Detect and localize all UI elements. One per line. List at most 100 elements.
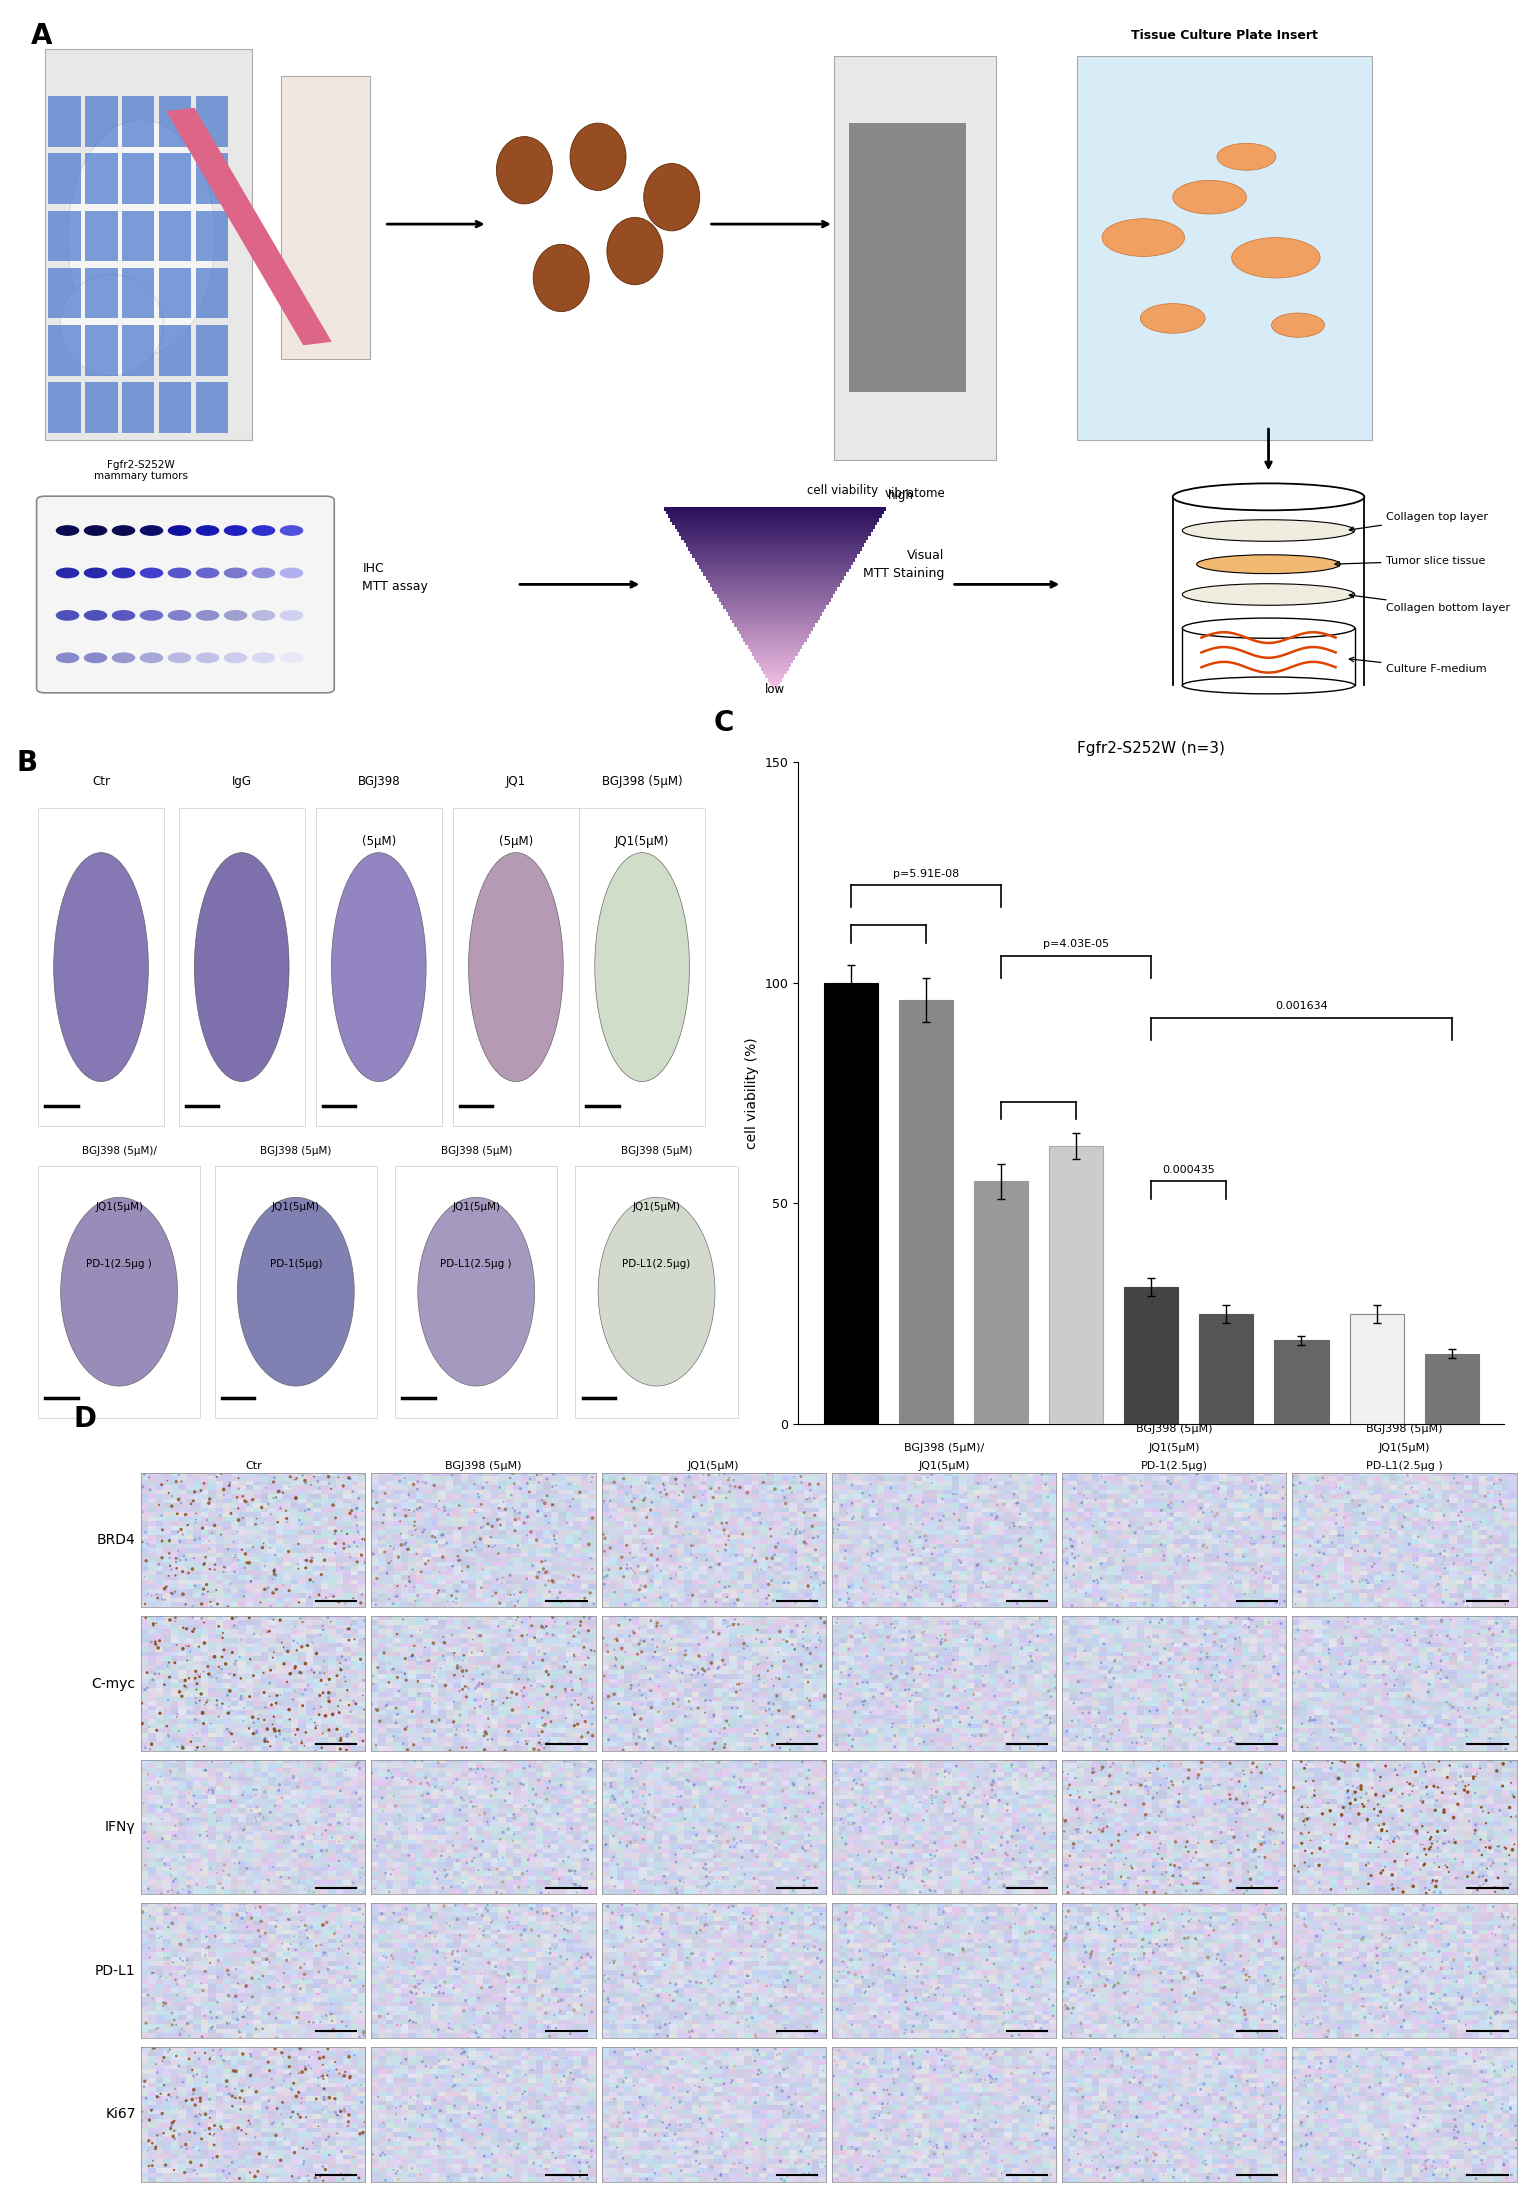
Point: [886, 1850, 910, 1886]
Point: [181, 1484, 206, 1519]
Point: [1078, 1954, 1102, 1989]
Point: [1343, 1775, 1368, 1811]
Point: [1237, 1499, 1262, 1535]
Point: [490, 1565, 514, 1601]
Point: [147, 1623, 172, 1658]
Point: [1188, 1769, 1213, 1804]
Point: [1428, 1537, 1452, 1572]
Point: [431, 1618, 456, 1654]
Point: [691, 1943, 715, 1978]
Point: [801, 1775, 826, 1811]
Point: [1148, 1766, 1173, 1802]
Point: [393, 1568, 418, 1603]
Point: [1423, 2151, 1448, 2186]
Point: [824, 2047, 849, 2082]
Point: [639, 2034, 663, 2069]
Point: [324, 1499, 348, 1535]
Point: [721, 1669, 746, 1705]
Point: [536, 1724, 560, 1760]
Point: [863, 2076, 887, 2111]
Point: [623, 1822, 648, 1857]
Point: [1121, 1850, 1145, 1886]
Point: [869, 1868, 893, 1903]
Point: [514, 1561, 539, 1596]
Point: [459, 1784, 484, 1819]
Point: [284, 2078, 309, 2113]
Point: [1429, 1603, 1454, 1638]
Point: [1093, 1769, 1117, 1804]
Point: [548, 1870, 573, 1906]
Point: [1093, 1660, 1117, 1696]
Point: [338, 1841, 362, 1877]
Point: [857, 1835, 881, 1870]
Point: [327, 2056, 352, 2091]
Point: [338, 1694, 362, 1729]
Point: [1245, 2014, 1269, 2049]
Point: [507, 1870, 531, 1906]
Point: [560, 1897, 585, 1932]
Point: [258, 1530, 282, 1565]
Point: [807, 1788, 832, 1824]
Point: [662, 2080, 686, 2115]
Point: [1412, 1870, 1437, 1906]
Point: [404, 1934, 428, 1970]
Point: [396, 2003, 421, 2038]
Point: [1461, 1506, 1486, 1541]
Point: [1286, 2153, 1311, 2188]
Point: [1035, 1568, 1059, 1603]
Point: [1461, 2106, 1486, 2142]
Point: [169, 1806, 193, 1841]
Point: [252, 1722, 276, 1758]
Title: Fgfr2-S252W (n=3): Fgfr2-S252W (n=3): [1078, 742, 1225, 757]
Point: [407, 1967, 431, 2003]
Point: [293, 1908, 318, 1943]
Point: [1380, 1612, 1405, 1647]
Point: [1412, 2076, 1437, 2111]
Point: [563, 1868, 588, 1903]
Point: [820, 1764, 844, 1800]
Point: [352, 1663, 376, 1698]
Point: [1368, 1989, 1392, 2025]
Point: [635, 1795, 660, 1830]
Point: [163, 1890, 187, 1925]
Point: [725, 1667, 749, 1702]
Point: [740, 1537, 764, 1572]
Point: [1437, 1749, 1461, 1784]
Point: [1297, 1815, 1322, 1850]
Point: [850, 1685, 875, 1720]
Point: [206, 1585, 230, 1621]
Point: [1497, 1605, 1521, 1641]
Point: [161, 2120, 186, 2155]
Point: [1352, 2126, 1377, 2162]
Point: [941, 1936, 966, 1972]
Point: [350, 1577, 375, 1612]
Point: [1196, 1848, 1220, 1883]
Point: [152, 1667, 177, 1702]
Point: [976, 1861, 1001, 1897]
Point: [1078, 1775, 1102, 1811]
Point: [1041, 2131, 1065, 2166]
Point: [1188, 1872, 1213, 1908]
Point: [259, 2071, 284, 2106]
Point: [1343, 1727, 1368, 1762]
Point: [1203, 1786, 1228, 1822]
Point: [227, 2126, 252, 2162]
Point: [130, 1468, 155, 1504]
Point: [384, 2155, 408, 2190]
Point: [1231, 1753, 1256, 1788]
Point: [336, 2098, 361, 2133]
Point: [140, 1579, 164, 1614]
Point: [292, 2146, 316, 2182]
Point: [1374, 1921, 1398, 1956]
Point: [926, 1654, 950, 1689]
Point: [1377, 1572, 1401, 1607]
Point: [1464, 2045, 1489, 2080]
Point: [1173, 1921, 1197, 1956]
Point: [1044, 1945, 1068, 1981]
Point: [232, 1579, 256, 1614]
Point: [876, 1621, 901, 1656]
Point: [732, 1901, 757, 1936]
Point: [476, 1722, 500, 1758]
Point: [872, 2045, 896, 2080]
Point: [530, 1700, 554, 1735]
